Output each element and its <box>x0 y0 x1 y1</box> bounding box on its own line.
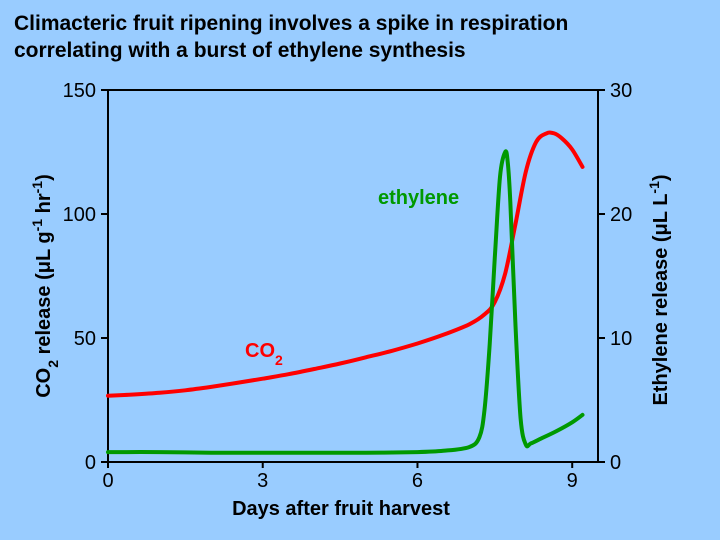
y-left-tick-label: 100 <box>63 204 96 226</box>
y-left-tick-label: 150 <box>63 80 96 102</box>
x-tick-label: 3 <box>257 470 268 492</box>
ethylene-annotation: ethylene <box>378 187 459 209</box>
x-tick-label: 6 <box>412 470 423 492</box>
x-tick-label: 0 <box>102 470 113 492</box>
chart-title-line-1: Climacteric fruit ripening involves a sp… <box>14 12 569 35</box>
plot-frame <box>107 89 599 463</box>
chart-title-line-2: correlating with a burst of ethylene syn… <box>14 39 466 62</box>
series-line-co2 <box>106 130 585 398</box>
y-right-tick-label: 0 <box>610 452 621 474</box>
x-axis-label: Days after fruit harvest <box>232 498 450 520</box>
y-left-tick-label: 0 <box>85 452 96 474</box>
y-left-axis-label: CO2 release (μL g-1 hr-1) <box>29 174 61 398</box>
y-right-tick-label: 10 <box>610 328 632 350</box>
y-right-tick-label: 20 <box>610 204 632 226</box>
series-line-ethylene <box>106 149 585 455</box>
y-right-axis-label: Ethylene release (μL L-1) <box>646 174 672 405</box>
chart-title: Climacteric fruit ripening involves a sp… <box>14 10 714 64</box>
y-right-tick-label: 30 <box>610 80 632 102</box>
co2-annotation: CO2 <box>245 340 283 368</box>
x-tick-label: 9 <box>567 470 578 492</box>
y-left-tick-label: 50 <box>74 328 96 350</box>
